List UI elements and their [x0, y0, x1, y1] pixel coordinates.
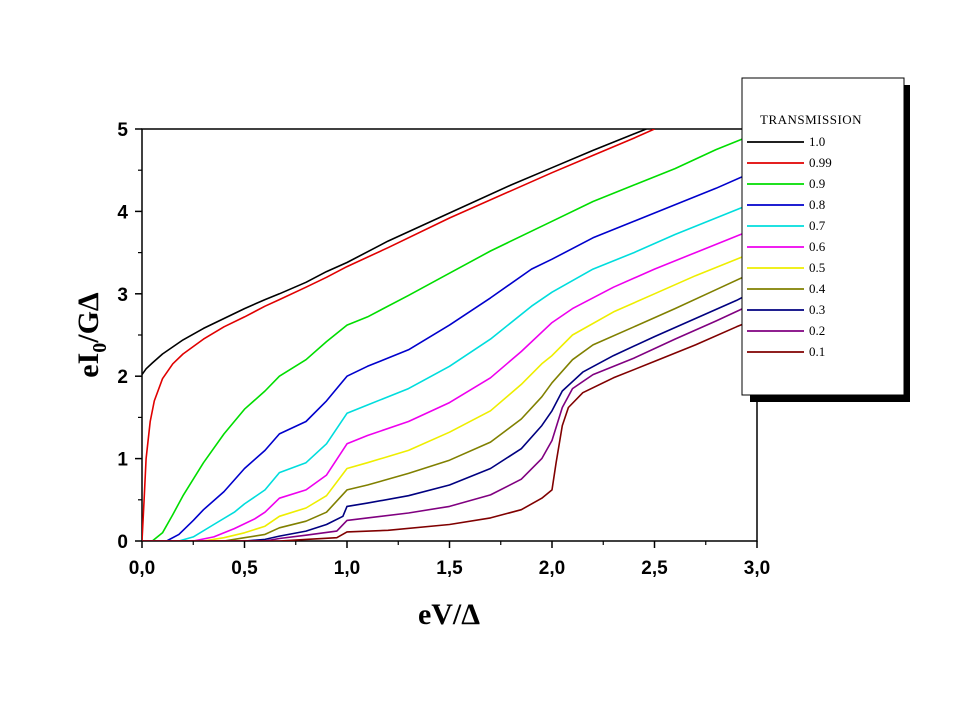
legend-label: 0.1	[809, 344, 825, 359]
x-tick-label: 1,5	[436, 558, 463, 579]
legend-label: 0.5	[809, 260, 825, 275]
y-tick-label: 3	[117, 285, 128, 306]
legend-label: 0.99	[809, 155, 832, 170]
legend-label: 0.4	[809, 281, 826, 296]
legend-label: 0.6	[809, 239, 826, 254]
series-line-0-6	[142, 227, 757, 541]
y-tick-label: 1	[117, 450, 128, 471]
y-axis-label: eI0/GΔ	[72, 292, 111, 378]
y-tick-label: 2	[117, 367, 128, 388]
series-line-0-3	[142, 288, 757, 541]
x-axis-label: eV/Δ	[418, 598, 480, 631]
y-axis-label-main: eI	[72, 353, 105, 378]
legend-box	[741, 77, 905, 396]
series-line-0-8	[142, 169, 757, 541]
legend-label: 0.2	[809, 323, 825, 338]
legend-label: 1.0	[809, 134, 825, 149]
x-tick-label: 0,0	[129, 558, 155, 579]
series-line-0-99	[142, 129, 655, 541]
legend-label: 0.3	[809, 302, 825, 317]
x-tick-label: 2,5	[641, 558, 668, 579]
x-tick-label: 2,0	[539, 558, 565, 579]
x-tick-label: 3,0	[744, 558, 770, 579]
series-line-1-0	[142, 129, 647, 376]
legend-label: 0.8	[809, 197, 825, 212]
legend-title: TRANSMISSION	[760, 112, 862, 127]
series-line-0-9	[142, 132, 757, 541]
legend-label: 0.7	[809, 218, 826, 233]
series-layer	[142, 129, 757, 541]
series-line-0-2	[142, 301, 757, 541]
y-axis-label-sub: 0	[89, 343, 111, 353]
legend-entries: 1.0 0.99 0.9 0.8 0.7 0.6 0.5 0.4 0.3 0.2 0.1	[747, 134, 832, 359]
y-tick-label: 0	[117, 532, 128, 553]
x-tick-label: 1,0	[334, 558, 360, 579]
legend-label: 0.9	[809, 176, 825, 191]
series-line-0-4	[142, 269, 757, 541]
series-line-0-7	[142, 200, 757, 541]
series-line-0-1	[142, 317, 757, 541]
series-line-0-5	[142, 250, 757, 541]
ticks-layer: 0,0 0,5 1,0 1,5 2,0 2,5 3,0 0 1 2 3 4 5	[117, 120, 770, 579]
y-axis-label-tail: /GΔ	[72, 292, 105, 344]
x-tick-label: 0,5	[231, 558, 258, 579]
y-tick-label: 5	[117, 120, 128, 141]
y-tick-label: 4	[117, 202, 128, 223]
